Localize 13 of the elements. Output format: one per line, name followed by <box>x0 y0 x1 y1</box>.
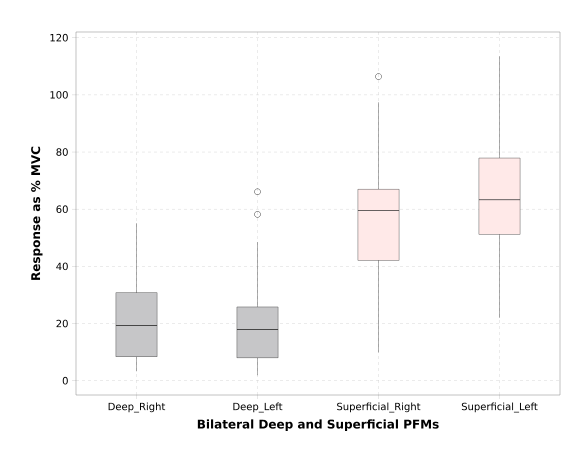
y-tick-label: 60 <box>56 205 68 213</box>
y-tick-label: 40 <box>56 262 68 270</box>
y-axis-title: Response as % MVC <box>31 146 43 280</box>
y-tick-label: 0 <box>62 376 68 384</box>
y-tick-label: 100 <box>50 91 68 99</box>
x-tick-label: Superficial_Left <box>462 402 538 412</box>
y-tick-label: 120 <box>50 34 68 42</box>
x-axis-title: Bilateral Deep and Superficial PFMs <box>198 419 439 431</box>
x-tick-label: Superficial_Right <box>337 402 420 412</box>
y-tick-label: 80 <box>56 148 68 156</box>
x-tick-label: Deep_Right <box>108 402 166 412</box>
y-tick-label: 20 <box>56 320 68 328</box>
x-tick-label: Deep_Left <box>233 402 282 412</box>
